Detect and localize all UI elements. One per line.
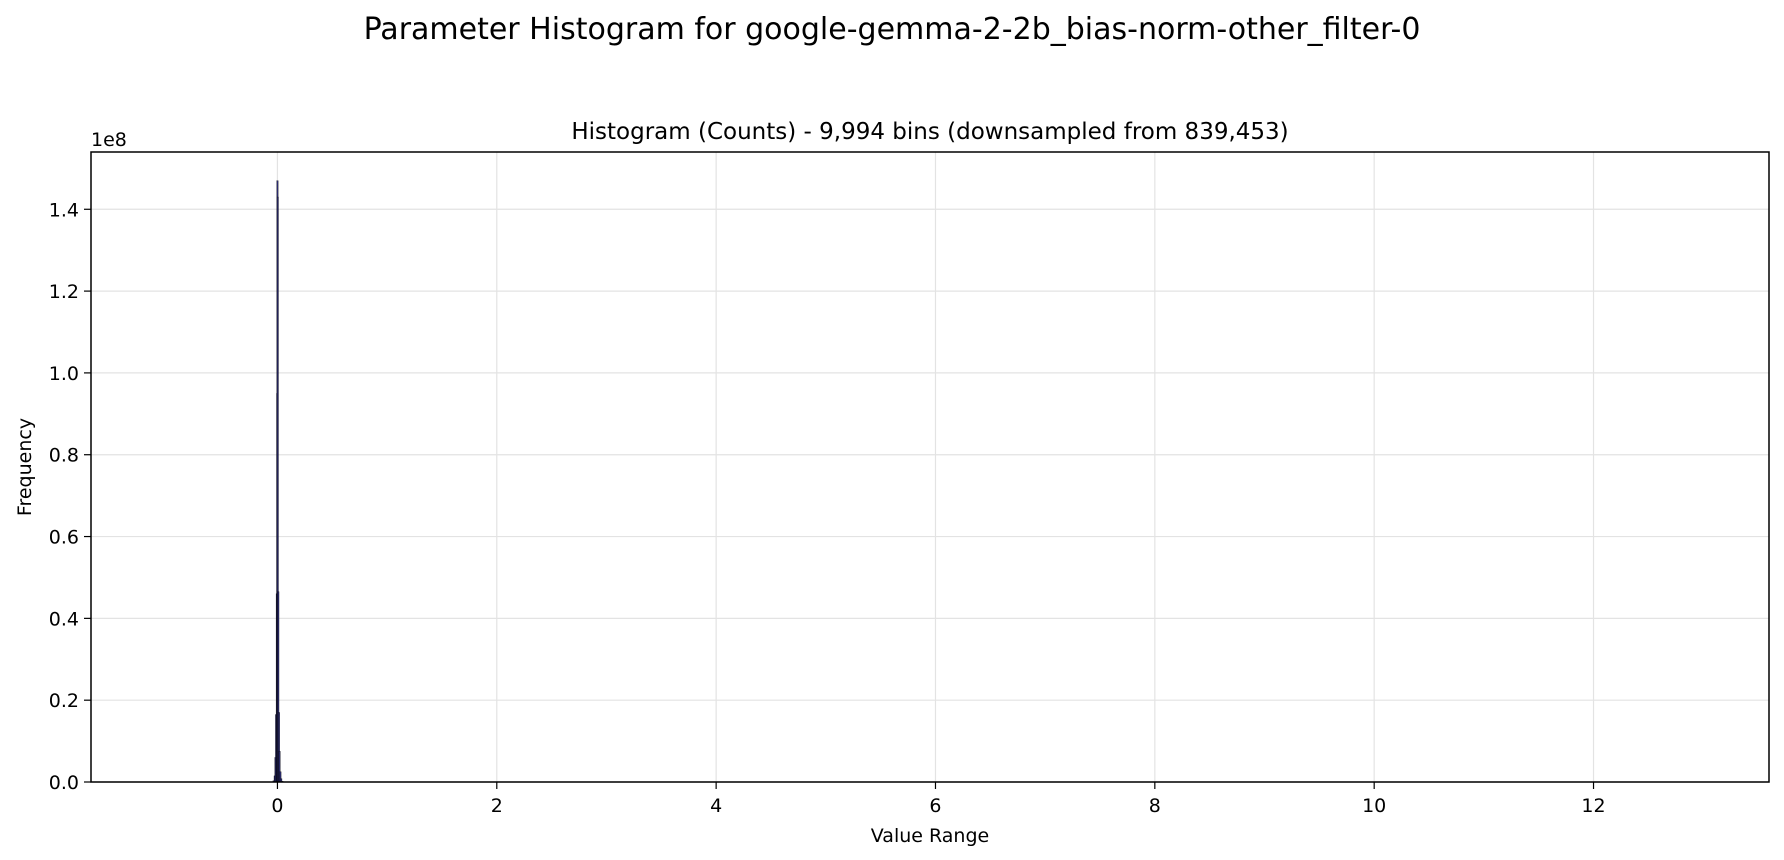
histogram-bars: [272, 180, 284, 783]
y-tick-label: 0.8: [49, 445, 79, 467]
y-tick-label: 0.4: [49, 608, 79, 630]
y-axis-label: Frequency: [14, 418, 36, 516]
y-tick-label: 1.4: [49, 199, 79, 221]
x-tick-label: 8: [1149, 795, 1161, 817]
grid-lines: [91, 152, 1769, 783]
x-tick-label: 4: [710, 795, 722, 817]
x-tick-label: 0: [271, 795, 283, 817]
y-tick-label: 0.2: [49, 690, 79, 712]
y-axis-scale-label: 1e8: [91, 129, 127, 151]
figure-title: Parameter Histogram for google-gemma-2-2…: [363, 12, 1421, 47]
y-axis-ticks: 0.0 0.2 0.4 0.6 0.8 1.0 1.2 1.4: [49, 199, 91, 794]
x-tick-label: 6: [929, 795, 941, 817]
x-axis-label: Value Range: [871, 825, 989, 847]
chart-title: Histogram (Counts) - 9,994 bins (downsam…: [571, 119, 1288, 145]
y-tick-label: 1.0: [49, 363, 79, 385]
x-tick-label: 2: [491, 795, 503, 817]
plot-frame: [90, 151, 1770, 783]
y-tick-label: 0.0: [49, 772, 79, 794]
x-axis-ticks: 0 2 4 6 8 10 12: [271, 782, 1606, 817]
x-tick-label: 12: [1581, 795, 1605, 817]
x-tick-label: 10: [1362, 795, 1386, 817]
y-tick-label: 0.6: [49, 527, 79, 549]
y-tick-label: 1.2: [49, 281, 79, 303]
